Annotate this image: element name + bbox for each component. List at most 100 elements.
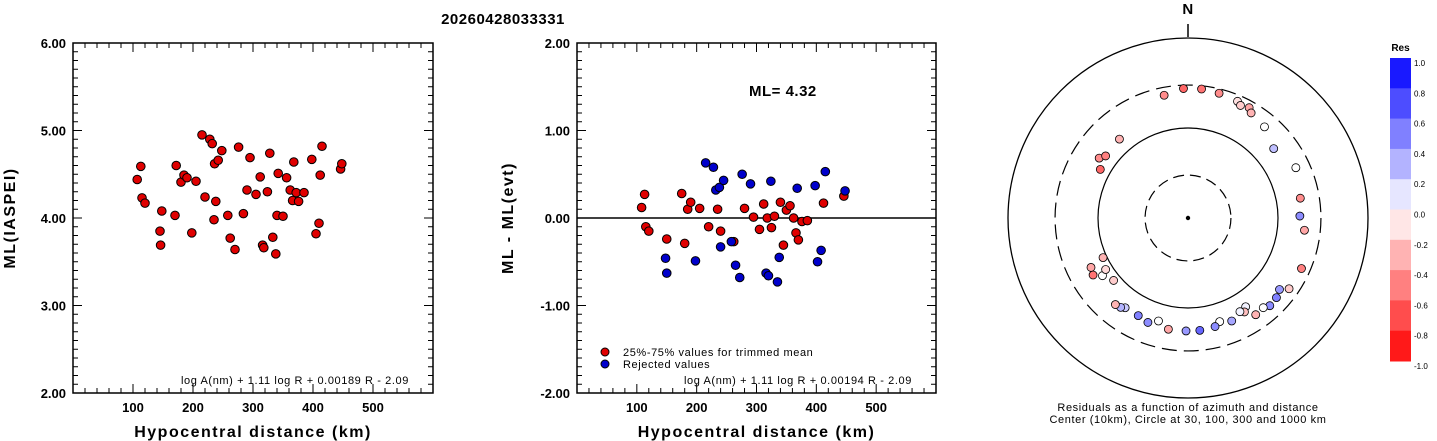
colorbar-label: -1.0 <box>1414 362 1428 371</box>
data-point <box>311 228 321 239</box>
rejected-point <box>763 270 774 281</box>
data-point <box>140 198 150 208</box>
azimuth-caption-line2: Center (10km), Circle at 30, 100, 300 an… <box>1049 414 1326 426</box>
colorbar-segment <box>1390 179 1411 210</box>
trimmed-point <box>758 199 769 209</box>
data-point <box>217 145 227 156</box>
trimmed-point <box>685 197 696 208</box>
data-point <box>259 242 269 253</box>
rejected-point <box>734 272 745 283</box>
colorbar-segment <box>1390 270 1411 301</box>
rejected-point <box>730 260 741 271</box>
data-point <box>314 218 324 229</box>
ring-1000km <box>1007 37 1369 399</box>
figure-title: 20260428033331 <box>441 11 565 28</box>
x-tick-label: 500 <box>865 400 887 415</box>
data-point <box>213 155 223 166</box>
station-marker <box>1227 316 1237 326</box>
data-point <box>238 208 249 219</box>
station-marker <box>1179 84 1188 93</box>
data-point <box>209 214 219 225</box>
data-point <box>155 240 166 250</box>
y-tick-label: 4.00 <box>41 211 66 226</box>
data-point <box>132 174 142 185</box>
rejected-point <box>700 158 711 168</box>
data-point <box>245 152 255 163</box>
y-axis-label: ML(IASPEI) <box>2 167 19 268</box>
trimmed-point <box>775 197 786 208</box>
trimmed-point <box>661 234 672 244</box>
station-marker <box>1251 310 1261 320</box>
azimuthal-residual-panel: N Residuals as a function of azimuth and … <box>1007 1 1369 426</box>
trimmed-point <box>802 215 813 226</box>
trimmed-point <box>793 235 804 245</box>
data-point <box>182 172 192 183</box>
trimmed-point <box>739 203 750 214</box>
colorbar-title: Res <box>1391 43 1410 54</box>
station-marker <box>1088 270 1098 280</box>
rejected-point <box>745 179 756 189</box>
data-point <box>289 157 299 167</box>
data-point <box>191 176 201 187</box>
ring-100km <box>1097 127 1279 309</box>
trimmed-point <box>679 238 690 249</box>
x-tick-label: 300 <box>242 400 264 415</box>
y-tick-label: 2.00 <box>41 386 66 401</box>
trimmed-point <box>769 211 780 222</box>
data-point <box>293 196 304 207</box>
colorbar-segment <box>1390 330 1411 362</box>
station-marker <box>1260 122 1269 132</box>
station-marker <box>1284 284 1294 294</box>
data-point <box>197 130 207 140</box>
station-marker <box>1181 326 1191 336</box>
station-marker <box>1300 225 1309 235</box>
trimmed-point <box>644 226 654 236</box>
data-point <box>273 168 284 179</box>
trimmed-point <box>748 212 759 222</box>
data-point <box>171 160 181 171</box>
station-marker <box>1101 265 1111 274</box>
x-tick-label: 400 <box>805 400 827 415</box>
data-point <box>223 210 233 221</box>
y-tick-label: 6.00 <box>41 36 66 51</box>
station-marker <box>1197 84 1206 94</box>
trimmed-point <box>715 226 726 236</box>
data-point <box>207 138 217 149</box>
rejected-point <box>766 176 776 187</box>
trimmed-point <box>788 213 799 223</box>
colorbar-label: 1.0 <box>1414 59 1426 68</box>
colorbar-segment <box>1390 118 1411 150</box>
data-point <box>265 148 275 159</box>
rejected-point <box>708 162 719 173</box>
colorbar-segment <box>1390 209 1411 241</box>
rejected-point <box>661 268 672 278</box>
colorbar-label: -0.8 <box>1414 332 1428 341</box>
x-tick-label: 100 <box>626 400 648 415</box>
station-marker <box>1295 211 1305 221</box>
data-point <box>271 249 281 259</box>
station-marker <box>1095 164 1105 174</box>
rejected-point <box>840 186 850 196</box>
y-tick-label: 2.00 <box>545 36 570 51</box>
data-point <box>136 161 146 172</box>
data-point <box>307 154 317 165</box>
trimmed-point <box>676 188 687 199</box>
epicenter-dot <box>1185 215 1191 221</box>
data-point <box>155 226 165 236</box>
legend-marker <box>600 359 610 369</box>
colorbar-segment <box>1390 239 1411 271</box>
legend-marker <box>600 347 610 357</box>
y-tick-label: -1.00 <box>540 299 570 314</box>
station-marker <box>1210 322 1220 331</box>
x-axis-label: Hypocentral distance (km) <box>134 424 372 441</box>
ml-vs-distance-panel: 100 200 300 400 500 2.00 3.00 4.00 5.00 6.00 Hypoc… <box>2 36 434 441</box>
y-tick-label: 1.00 <box>545 124 570 139</box>
rejected-point <box>714 182 725 193</box>
y-tick-label: 0.00 <box>545 211 570 226</box>
data-point <box>281 172 292 183</box>
ring-300km <box>1054 84 1322 352</box>
station-marker <box>1086 263 1096 272</box>
y-tick-label: 5.00 <box>41 124 66 139</box>
x-axis-label: Hypocentral distance (km) <box>638 424 876 441</box>
station-marker <box>1143 318 1153 327</box>
